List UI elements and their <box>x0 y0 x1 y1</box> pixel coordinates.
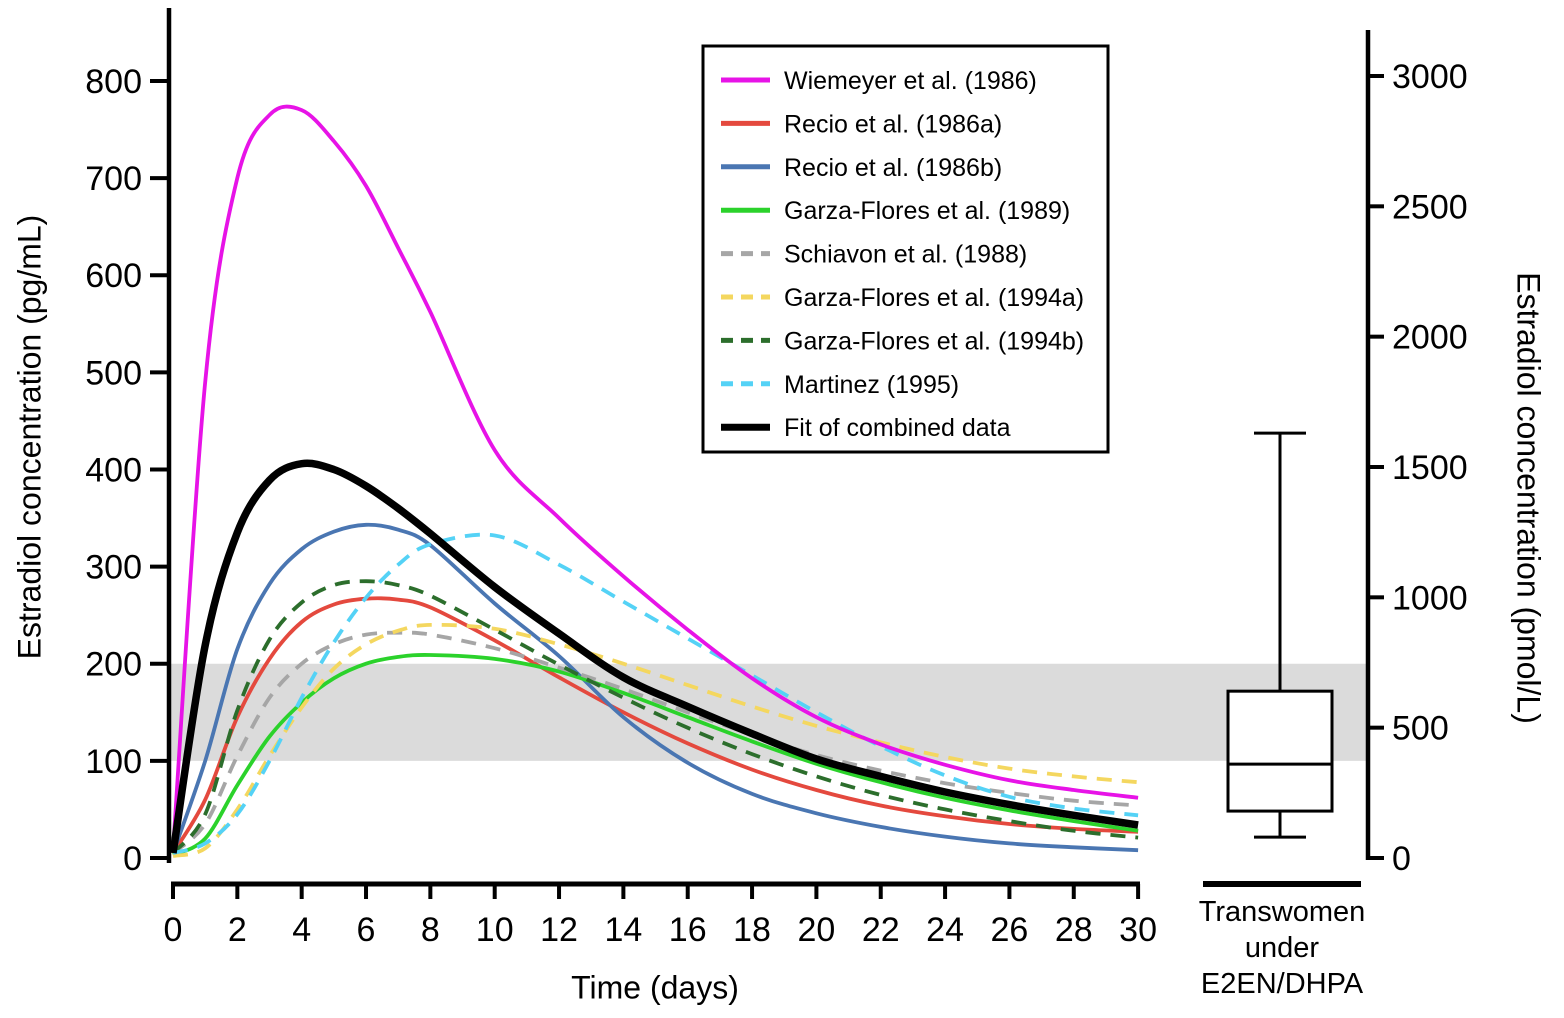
left-tick-label: 200 <box>85 646 142 684</box>
legend-item: Martinez (1995) <box>721 371 959 399</box>
right-tick-label: 500 <box>1392 710 1449 748</box>
left-axis: 0 100 200 300 400 500 600 700 800 <box>85 8 172 878</box>
x-tick-label: 30 <box>1119 911 1157 949</box>
series-curve-3 <box>172 653 1139 857</box>
x-tick-label: 10 <box>476 911 514 949</box>
x-tick-label: 24 <box>926 911 964 949</box>
legend-label: Wiemeyer et al. (1986) <box>784 67 1037 95</box>
right-axis-title: Estradiol concentration (pmol/L) <box>1510 272 1547 724</box>
right-tick-label: 0 <box>1392 840 1411 878</box>
x-tick-label: 18 <box>733 911 771 949</box>
legend-label: Recio et al. (1986a) <box>784 110 1002 138</box>
legend-item: Recio et al. (1986a) <box>721 110 1002 138</box>
x-tick-label: 22 <box>862 911 900 949</box>
legend-label: Garza-Flores et al. (1989) <box>784 197 1070 225</box>
left-tick-label: 0 <box>123 840 142 878</box>
boxplot-group-label-line3: E2EN/DHPA <box>1200 968 1364 1000</box>
right-tick-label: 3000 <box>1392 58 1468 96</box>
x-tick-label: 6 <box>357 911 376 949</box>
x-tick-label: 20 <box>797 911 835 949</box>
right-axis: 0 500 1000 1500 2000 2500 3000 <box>1365 30 1468 878</box>
legend-item: Fit of combined data <box>721 414 1011 442</box>
legend-label: Garza-Flores et al. (1994b) <box>784 327 1084 355</box>
left-tick-label: 700 <box>85 160 142 198</box>
left-tick-label: 400 <box>85 451 142 489</box>
series-curves <box>169 104 1139 858</box>
legend-label: Schiavon et al. (1988) <box>784 241 1027 269</box>
x-tick-label: 8 <box>421 911 440 949</box>
box <box>1226 689 1334 813</box>
box-plot <box>1226 431 1334 839</box>
legend-item: Garza-Flores et al. (1994a) <box>721 284 1084 312</box>
left-tick-label: 300 <box>85 549 142 587</box>
series-curve-2 <box>171 522 1139 854</box>
right-tick-label: 2000 <box>1392 319 1468 357</box>
x-tick-label: 2 <box>228 911 247 949</box>
legend-item: Garza-Flores et al. (1994b) <box>721 327 1084 355</box>
left-tick-label: 600 <box>85 257 142 295</box>
x-tick-label: 12 <box>540 911 578 949</box>
series-curve-7 <box>172 532 1139 855</box>
left-tick-label: 800 <box>85 63 142 101</box>
x-tick-label: 4 <box>292 911 311 949</box>
legend-label: Fit of combined data <box>784 414 1011 442</box>
series-curve-4 <box>171 630 1139 855</box>
left-axis-title: Estradiol concentration (pg/mL) <box>11 214 48 660</box>
legend-label: Martinez (1995) <box>784 371 959 399</box>
legend-item: Schiavon et al. (1988) <box>721 241 1027 269</box>
legend-item: Wiemeyer et al. (1986) <box>721 67 1037 95</box>
right-tick-label: 2500 <box>1392 188 1468 226</box>
boxplot-group-label: Transwomen under E2EN/DHPA <box>1199 894 1366 1002</box>
left-tick-label: 500 <box>85 354 142 392</box>
legend-item: Recio et al. (1986b) <box>721 154 1002 182</box>
series-curve-8 <box>169 459 1139 854</box>
legend-box <box>701 44 1110 454</box>
boxplot-group-label-line1: Transwomen <box>1198 896 1366 928</box>
x-tick-label: 16 <box>669 911 707 949</box>
legend-item: Garza-Flores et al. (1989) <box>721 197 1070 225</box>
left-tick-label: 100 <box>85 743 142 781</box>
boxplot-group-label-line2: under <box>1244 932 1320 964</box>
x-tick-label: 14 <box>604 911 642 949</box>
series-curve-0 <box>171 104 1139 851</box>
x-tick-label: 0 <box>164 911 183 949</box>
right-tick-label: 1500 <box>1392 449 1468 487</box>
x-tick-label: 26 <box>991 911 1029 949</box>
legend: Wiemeyer et al. (1986) Recio et al. (1986… <box>701 44 1110 454</box>
legend-label: Garza-Flores et al. (1994a) <box>784 284 1084 312</box>
x-axis-title: Time (days) <box>571 969 739 1006</box>
series-curve-6 <box>171 579 1139 855</box>
bottom-axis: 0 2 4 6 8 10 12 14 16 18 20 22 24 26 28 30 <box>164 881 1361 949</box>
x-tick-label: 28 <box>1055 911 1093 949</box>
legend-label: Recio et al. (1986b) <box>784 154 1002 182</box>
right-tick-label: 1000 <box>1392 579 1468 617</box>
